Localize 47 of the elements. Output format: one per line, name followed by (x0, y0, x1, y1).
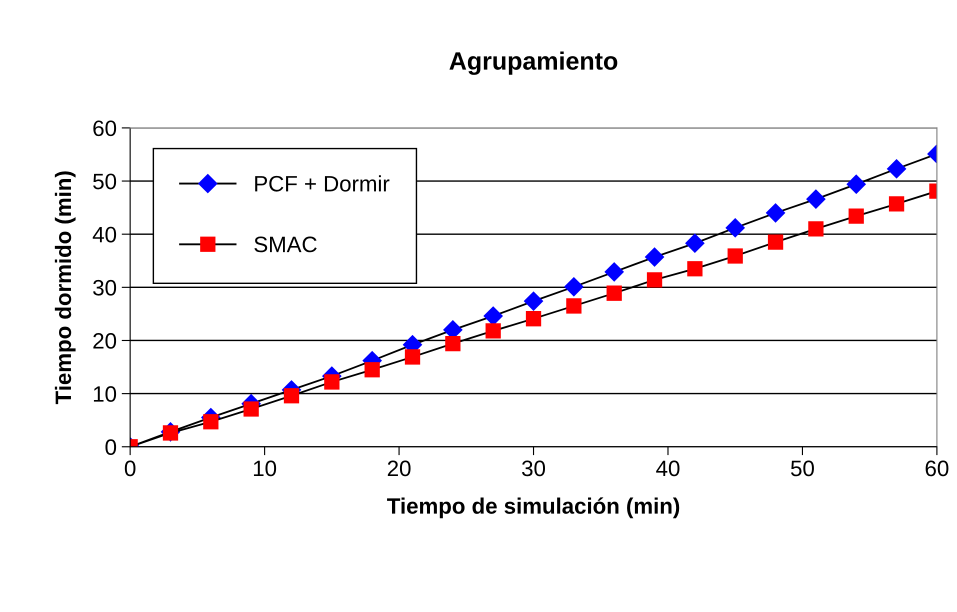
point (526, 311, 542, 326)
point (646, 272, 662, 288)
point (564, 277, 584, 296)
x-tick-label: 20 (388, 460, 411, 476)
point (203, 414, 218, 430)
point (726, 218, 745, 238)
y-tick-label: 40 (92, 226, 116, 242)
point (888, 196, 904, 212)
point (766, 203, 786, 222)
legend-label: SMAC (254, 236, 317, 252)
y-tick-label: 0 (105, 439, 116, 456)
point (606, 286, 622, 301)
point (404, 349, 420, 365)
point (687, 261, 703, 276)
point (768, 234, 784, 250)
point (604, 262, 624, 282)
point (445, 336, 460, 352)
y-tick-label: 30 (93, 280, 116, 296)
y-axis-title: Tiempo dormido (min) (54, 171, 76, 404)
x-tick-label: 10 (254, 460, 276, 476)
chart-title: Agrupamiento (449, 51, 618, 75)
y-tick-label: 20 (93, 333, 116, 349)
legend-label: PCF + Dormir (255, 175, 390, 192)
point (846, 174, 866, 194)
y-tick-label: 60 (93, 120, 116, 136)
y-tick-label: 10 (94, 386, 116, 402)
point (808, 221, 824, 237)
point (887, 159, 906, 178)
point (728, 248, 743, 264)
point (284, 388, 300, 404)
point (848, 208, 864, 224)
point (566, 298, 582, 314)
x-tick-label: 0 (124, 460, 136, 476)
point (524, 292, 544, 311)
y-tick-label: 50 (93, 174, 116, 190)
x-axis-title: Tiempo de simulación (min) (387, 497, 680, 518)
x-tick-label: 50 (790, 460, 814, 476)
point (324, 374, 340, 390)
point (685, 234, 704, 253)
point (244, 401, 259, 417)
point (364, 362, 380, 378)
point (486, 323, 501, 339)
x-tick-label: 60 (926, 460, 948, 476)
x-tick-label: 30 (522, 460, 546, 476)
x-tick-label: 40 (656, 460, 680, 476)
point (645, 248, 664, 267)
point (806, 190, 826, 209)
